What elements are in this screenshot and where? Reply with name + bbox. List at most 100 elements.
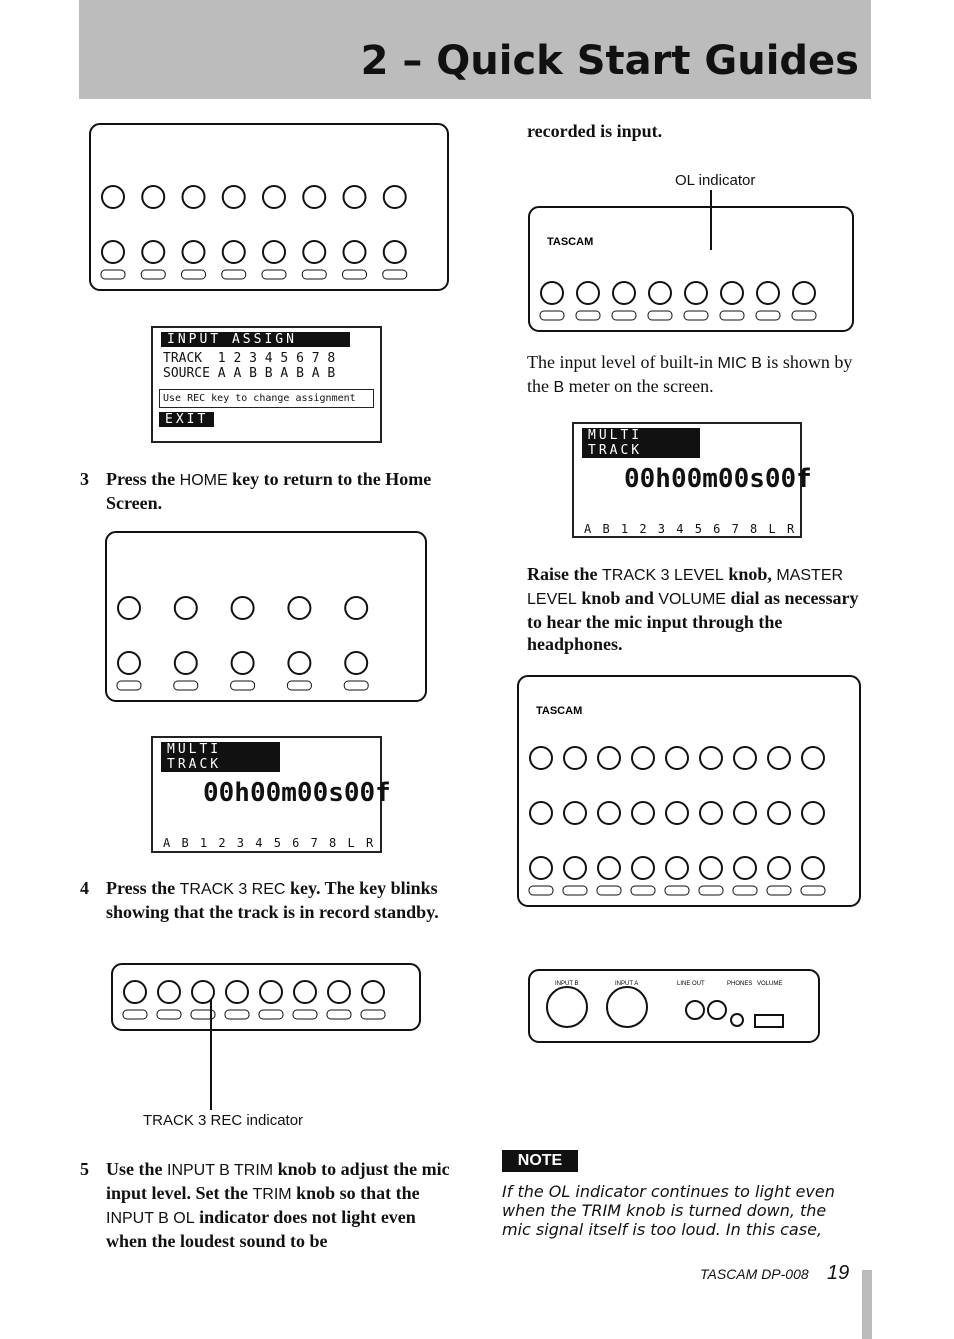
shape [597,856,621,880]
shape [665,801,689,825]
shape [286,680,312,691]
footer-model: TASCAM DP-008 [700,1266,809,1282]
step: 3 Press the HOME key to return to the Hom… [80,468,436,514]
shape [575,310,601,321]
shape [262,185,286,209]
shape: TASCAM [536,705,582,717]
text-run: MASTER LEVEL [527,567,844,608]
front-label: PHONES [727,981,752,987]
shape [684,281,708,305]
paragraph: The input level of built-in MIC B is sho… [527,351,872,399]
shape [262,240,286,264]
shape [111,963,421,1031]
shape [344,596,369,620]
text-run: knob so that the [291,1183,420,1203]
lcd-screen: MULTI TRACK 00h00m00s00f A B 1 2 3 4 5 6… [151,736,391,853]
step: 5 Use the INPUT B TRIM knob to adjust the… [80,1158,456,1252]
shape [733,801,757,825]
shape [699,801,723,825]
text: recorded is input. [527,121,663,141]
front-label: INPUT B [555,981,579,987]
shape [326,1009,352,1020]
shape [116,680,142,691]
shape [382,240,407,264]
shape [301,269,327,280]
shape [173,680,199,691]
shape [157,980,181,1004]
shape [382,185,407,209]
shape [342,185,367,209]
shape [563,856,587,880]
shape [767,856,791,880]
shape [563,801,587,825]
lcd-title: MULTI TRACK [582,428,700,458]
shape [89,123,449,291]
shape [792,281,816,305]
page-title: 2 – Quick Start Guides [360,38,859,84]
lcd-hint: Use REC key to change assignment [159,389,374,408]
illustration: INPUT B INPUT A LINE OUT PHONES VOLUME [528,969,820,1043]
shape [648,281,672,305]
text-run: Raise the [527,564,602,584]
shape [343,680,369,691]
shape [719,310,745,321]
illustration: TASCAM [517,675,861,907]
shape [360,1009,386,1020]
text-run: Press the [106,878,180,898]
shape [767,746,791,770]
shape [631,801,655,825]
shape [755,310,781,321]
shape [261,269,287,280]
shape [756,281,780,305]
text-run: INPUT B OL [106,1210,195,1227]
shape [801,856,825,880]
shape [140,269,166,280]
shape [230,680,256,691]
shape [181,240,206,264]
lcd-value: A A B B A B A B [217,366,336,381]
lcd-exit: EXIT [159,412,215,427]
callout: OL indicator [675,172,756,189]
shape [540,281,564,305]
shape [528,885,554,896]
shape [529,801,553,825]
shape [732,885,758,896]
shape [225,980,249,1004]
shape [647,310,673,321]
shape [665,746,689,770]
shape [101,240,125,264]
front-label: INPUT A [615,981,638,987]
shape [100,269,126,280]
illustration [111,963,421,1031]
text-run: B [553,379,565,396]
text-run: is shown by the [527,352,853,396]
shape [156,1009,182,1020]
shape [342,240,367,264]
shape [517,675,861,907]
shape [576,281,600,305]
shape [173,596,198,620]
step: 4 Press the TRACK 3 REC key. The key blin… [80,877,456,923]
shape [327,980,351,1004]
shape [141,185,166,209]
shape [230,651,255,675]
lcd-label: SOURCE [163,366,210,381]
shape [190,1009,216,1020]
shape [101,185,125,209]
shape [287,651,312,675]
shape [800,885,826,896]
shape [733,746,757,770]
shape [221,185,246,209]
shape [122,1009,148,1020]
shape [611,310,637,321]
lcd-time: 00h00m00s00f [203,778,391,808]
text-run: INPUT B TRIM [167,1162,274,1179]
lcd-screen: INPUT ASSIGN TRACK 1 2 3 4 5 6 7 8 SOURC… [151,326,382,443]
shape [259,980,283,1004]
shape [597,801,621,825]
text-run: knob, [723,564,777,584]
shape [292,1009,318,1020]
shape [801,801,825,825]
shape [230,596,255,620]
